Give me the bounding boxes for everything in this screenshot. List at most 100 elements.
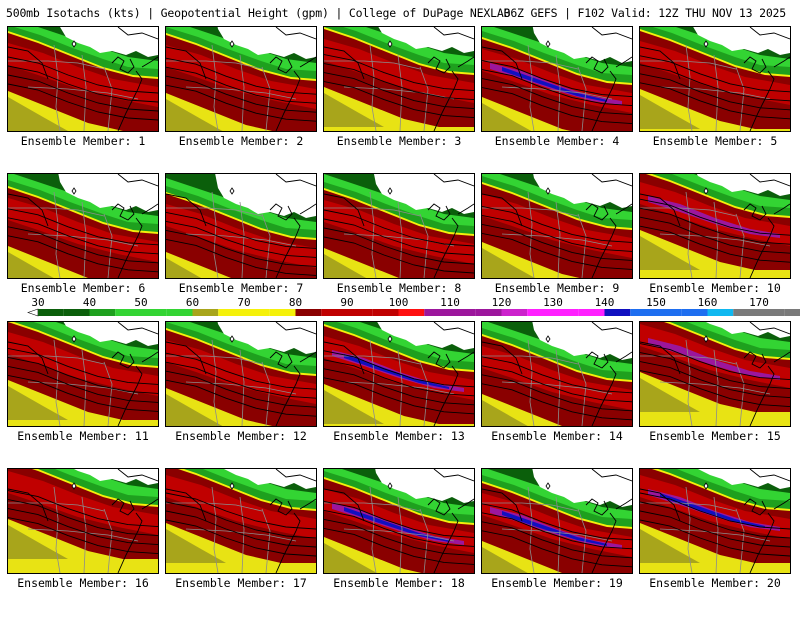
border-line <box>482 502 579 512</box>
colorbar-swatch <box>630 309 656 316</box>
height-contour <box>8 193 49 227</box>
border-line <box>555 54 561 131</box>
height-contour <box>324 54 474 92</box>
coastline <box>299 203 316 215</box>
ensemble-panel: Ensemble Member: 18 <box>323 468 475 618</box>
wind-band-60kt <box>482 400 528 426</box>
height-contour <box>482 530 632 568</box>
map-panel[interactable] <box>639 26 791 132</box>
map-panel[interactable] <box>481 321 633 427</box>
coastline <box>457 498 474 510</box>
colorbar-swatch <box>244 309 270 316</box>
height-contour <box>324 527 474 565</box>
border-line <box>27 233 139 247</box>
isotach-map <box>640 174 790 278</box>
coastline <box>141 56 158 68</box>
wind-band-60kt <box>324 390 384 424</box>
map-panel[interactable] <box>639 468 791 574</box>
height-contour <box>324 193 365 227</box>
border-line <box>369 339 377 426</box>
map-panel[interactable] <box>7 468 159 574</box>
border-line <box>103 508 113 573</box>
border-line <box>343 381 455 395</box>
height-contour <box>482 223 632 261</box>
height-contour <box>8 490 158 528</box>
coastline <box>117 512 143 573</box>
coastline <box>299 498 316 510</box>
map-panel[interactable] <box>165 173 317 279</box>
height-contour <box>166 229 316 267</box>
colorbar-swatch <box>38 309 64 316</box>
isotach-map <box>640 469 790 573</box>
border-line <box>103 361 113 426</box>
height-contour <box>166 519 316 557</box>
colorbar-swatch <box>759 309 785 316</box>
ensemble-panel: Ensemble Member: 11 <box>7 321 159 471</box>
ensemble-panel: Ensemble Member: 2 <box>165 26 317 176</box>
jet-streak-110kt <box>490 507 622 549</box>
height-contour <box>117 322 158 335</box>
colorbar-swatch <box>604 309 631 316</box>
map-panel[interactable] <box>323 26 475 132</box>
map-panel[interactable] <box>481 26 633 132</box>
map-panel[interactable] <box>7 173 159 279</box>
border-line <box>397 54 403 131</box>
height-contour <box>482 374 632 412</box>
colorbar-swatch <box>527 309 553 316</box>
station-marker-icon <box>703 187 709 195</box>
border-line <box>103 213 113 278</box>
member-label: Ensemble Member: 4 <box>494 134 620 148</box>
height-contour <box>166 238 316 276</box>
great-lakes-outline <box>743 351 767 369</box>
height-contour <box>640 207 790 245</box>
border-line <box>713 496 719 573</box>
coastline <box>591 365 617 426</box>
border-line <box>501 86 613 100</box>
map-panel[interactable] <box>323 173 475 279</box>
color-scale: 30 40 50 60 70 80 90 100 110 120 130 140 150 160 170 <box>27 296 800 317</box>
height-contour <box>482 69 632 107</box>
member-label: Ensemble Member: 6 <box>20 281 146 295</box>
map-panel[interactable] <box>165 468 317 574</box>
member-label: Ensemble Member: 13 <box>333 429 465 443</box>
member-label: Ensemble Member: 10 <box>649 281 781 295</box>
height-contour <box>275 469 316 482</box>
border-line <box>53 486 61 573</box>
map-panel[interactable] <box>639 173 791 279</box>
colorbar-tick-label: 130 <box>543 296 563 309</box>
jet-streak-110kt <box>332 503 464 545</box>
map-panel[interactable] <box>7 321 159 427</box>
isotach-map <box>482 27 632 131</box>
map-panel[interactable] <box>481 468 633 574</box>
station-marker-icon <box>545 482 551 490</box>
coastline <box>117 70 143 131</box>
calm-region <box>374 174 474 214</box>
height-contour <box>166 341 207 375</box>
border-line <box>81 496 87 573</box>
border-line <box>166 355 263 365</box>
coastline <box>275 512 301 573</box>
map-panel[interactable] <box>639 321 791 427</box>
station-marker-icon <box>71 40 77 48</box>
map-panel[interactable] <box>323 321 475 427</box>
map-panel[interactable] <box>323 468 475 574</box>
map-panel[interactable] <box>481 173 633 279</box>
calm-region <box>532 27 632 63</box>
map-panel[interactable] <box>165 321 317 427</box>
height-contour <box>482 512 632 550</box>
map-panel[interactable] <box>7 26 159 132</box>
great-lakes-outline <box>111 203 135 221</box>
member-label: Ensemble Member: 1 <box>20 134 146 148</box>
height-contour <box>166 66 316 104</box>
height-contour <box>8 499 158 537</box>
height-contour <box>8 226 158 264</box>
colorbar-tick-label: 90 <box>340 296 353 309</box>
panel-row-4: Ensemble Member: 16 Ensemble Member: 17 … <box>0 468 800 618</box>
map-panel[interactable] <box>165 26 317 132</box>
border-line <box>397 349 403 426</box>
great-lakes-outline <box>427 351 451 369</box>
border-line <box>343 528 455 542</box>
height-contour <box>8 65 158 103</box>
isotach-map <box>324 322 474 426</box>
great-lakes-outline <box>111 56 135 74</box>
